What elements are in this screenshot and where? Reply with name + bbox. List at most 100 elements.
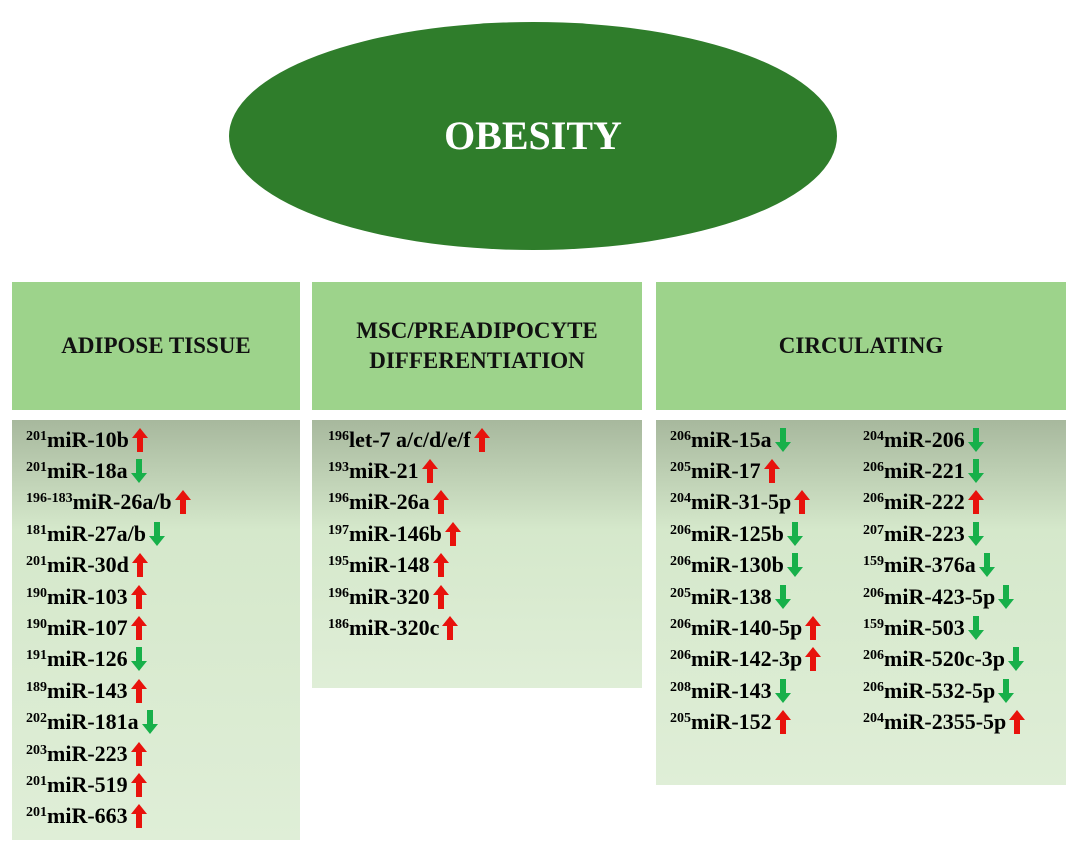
arrow-shape — [774, 427, 791, 452]
up-arrow — [130, 678, 147, 703]
arrow-shape — [998, 584, 1015, 609]
arrow-shape — [774, 678, 791, 703]
arrow-shape — [130, 741, 147, 766]
panel-header: ADIPOSE TISSUE — [12, 282, 300, 410]
up-arrow — [130, 804, 147, 829]
mirna-item: 201 miR-18a — [26, 455, 300, 486]
mirna-name: miR-320c — [349, 615, 440, 641]
item-column: 204 miR-206 206 miR-221 206 miR-222 207 miR-223… — [863, 424, 1066, 785]
reference: 206 — [863, 491, 885, 507]
reference: 204 — [863, 428, 885, 444]
up-arrow — [763, 459, 780, 484]
title-ellipse: OBESITY — [229, 22, 837, 250]
reference: 206 — [863, 648, 885, 664]
panel-body: 201 miR-10b 201 miR-18a 196-183 miR-26a/b 181 m… — [12, 420, 300, 840]
mirna-item: 206 miR-520c-3p — [863, 644, 1066, 675]
mirna-item: 206 miR-142-3p — [670, 644, 863, 675]
up-arrow — [131, 553, 148, 578]
down-arrow — [967, 521, 984, 546]
up-arrow — [421, 459, 438, 484]
mirna-name: miR-107 — [47, 615, 128, 641]
mirna-item: 208 miR-143 — [670, 675, 863, 706]
reference: 206 — [670, 428, 691, 444]
reference: 186 — [328, 617, 349, 633]
mirna-item: 189 miR-143 — [26, 675, 300, 706]
mirna-name: miR-143 — [47, 677, 128, 703]
arrow-shape — [432, 490, 449, 515]
up-arrow — [1009, 710, 1026, 735]
arrow-shape — [967, 616, 984, 641]
mirna-item: 202 miR-181a — [26, 707, 300, 738]
down-arrow — [967, 427, 984, 452]
mirna-name: miR-17 — [691, 458, 761, 484]
down-arrow — [130, 647, 147, 672]
up-arrow — [432, 553, 449, 578]
mirna-item: 181 miR-27a/b — [26, 518, 300, 549]
up-arrow — [131, 427, 148, 452]
mirna-name: miR-503 — [884, 615, 965, 641]
reference: 191 — [26, 648, 47, 664]
mirna-name: miR-148 — [349, 552, 430, 578]
arrow-shape — [130, 772, 147, 797]
mirna-item: 201 miR-663 — [26, 801, 300, 832]
up-arrow — [432, 584, 449, 609]
panel-body: 206 miR-15a 205 miR-17 204 miR-31-5p 206 miR-12… — [656, 420, 1066, 785]
arrow-shape — [774, 584, 791, 609]
mirna-name: miR-26a/b — [72, 489, 172, 515]
up-arrow — [794, 490, 811, 515]
down-arrow — [967, 459, 984, 484]
down-arrow — [149, 521, 165, 546]
arrow-shape — [130, 804, 147, 829]
mirna-name: miR-15a — [691, 426, 772, 452]
reference: 206 — [670, 554, 691, 570]
reference: 206 — [863, 585, 885, 601]
arrow-shape — [473, 427, 490, 452]
arrow-shape — [967, 427, 984, 452]
down-arrow — [774, 584, 791, 609]
mirna-name: miR-26a — [349, 489, 430, 515]
down-arrow — [786, 521, 803, 546]
mirna-item: 205 miR-138 — [670, 581, 863, 612]
mirna-item: 206 miR-221 — [863, 455, 1066, 486]
arrow-shape — [130, 584, 147, 609]
arrow-shape — [432, 553, 449, 578]
mirna-name: miR-125b — [691, 520, 784, 546]
down-arrow — [998, 678, 1015, 703]
arrow-shape — [998, 678, 1015, 703]
arrow-shape — [763, 459, 780, 484]
mirna-name: miR-143 — [691, 677, 772, 703]
reference: 205 — [670, 460, 691, 476]
mirna-name: miR-130b — [691, 552, 784, 578]
mirna-name: miR-140-5p — [691, 615, 803, 641]
panel-body: 196 let-7 a/c/d/e/f 193 miR-21 196 miR-26a 197… — [312, 420, 642, 688]
arrow-shape — [130, 647, 147, 672]
arrow-shape — [130, 459, 147, 484]
down-arrow — [978, 553, 995, 578]
mirna-name: miR-520c-3p — [884, 646, 1006, 672]
arrow-shape — [149, 521, 165, 546]
mirna-name: miR-103 — [47, 583, 128, 609]
reference: 193 — [328, 460, 349, 476]
reference: 201 — [26, 805, 47, 821]
up-arrow — [805, 647, 822, 672]
mirna-name: miR-206 — [884, 426, 965, 452]
mirna-item: 206 miR-15a — [670, 424, 863, 455]
reference: 207 — [863, 522, 885, 538]
mirna-name: miR-423-5p — [884, 583, 996, 609]
mirna-name: miR-221 — [884, 458, 965, 484]
mirna-item: 204 miR-206 — [863, 424, 1066, 455]
mirna-item: 197 miR-146b — [328, 518, 638, 549]
mirna-name: miR-152 — [691, 709, 772, 735]
reference: 204 — [863, 711, 885, 727]
mirna-item: 206 miR-140-5p — [670, 612, 863, 643]
reference: 206 — [670, 522, 691, 538]
arrow-shape — [174, 490, 191, 515]
arrow-shape — [978, 553, 995, 578]
down-arrow — [774, 427, 791, 452]
up-arrow — [174, 490, 191, 515]
up-arrow — [432, 490, 449, 515]
item-column: 201 miR-10b 201 miR-18a 196-183 miR-26a/b 181 m… — [26, 424, 300, 840]
reference: 206 — [863, 460, 885, 476]
up-arrow — [805, 616, 822, 641]
